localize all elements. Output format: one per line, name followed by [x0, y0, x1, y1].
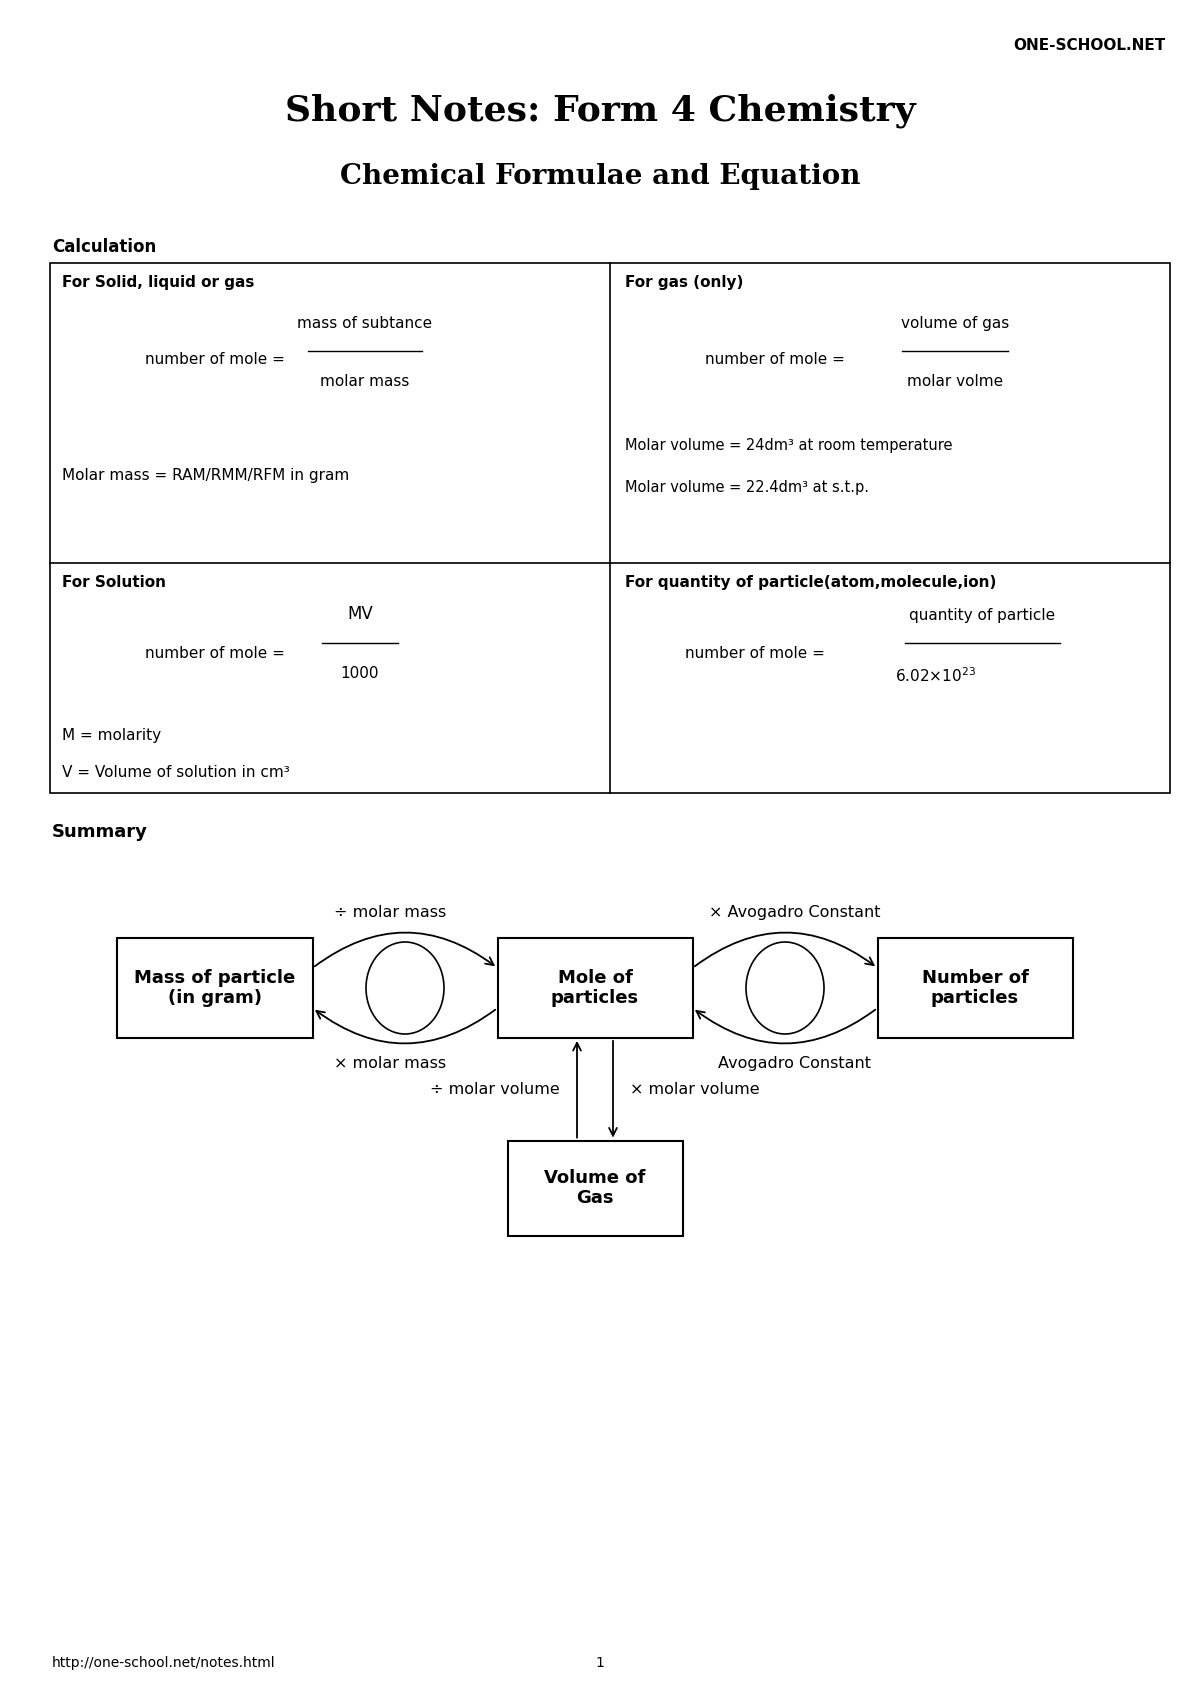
- Text: Molar mass = RAM/RMM/RFM in gram: Molar mass = RAM/RMM/RFM in gram: [62, 469, 349, 482]
- Text: Avogadro Constant: Avogadro Constant: [719, 1056, 871, 1071]
- Text: × molar volume: × molar volume: [630, 1082, 760, 1097]
- Text: MV: MV: [347, 604, 373, 623]
- Text: Number of
particles: Number of particles: [922, 968, 1028, 1007]
- Text: volume of gas: volume of gas: [901, 316, 1009, 331]
- Text: V = Volume of solution in cm³: V = Volume of solution in cm³: [62, 766, 289, 779]
- Text: 1: 1: [595, 1656, 605, 1671]
- Text: 1000: 1000: [341, 666, 379, 681]
- Text: 6.02$\times$10$^{23}$: 6.02$\times$10$^{23}$: [894, 666, 976, 684]
- Text: quantity of particle: quantity of particle: [908, 608, 1055, 623]
- Text: number of mole =: number of mole =: [706, 353, 845, 367]
- Text: mass of subtance: mass of subtance: [298, 316, 432, 331]
- Bar: [118, 937, 312, 1037]
- Text: Mass of particle
(in gram): Mass of particle (in gram): [134, 968, 295, 1007]
- Text: http://one-school.net/notes.html: http://one-school.net/notes.html: [52, 1656, 276, 1671]
- Text: Molar volume = 24dm³ at room temperature: Molar volume = 24dm³ at room temperature: [625, 438, 953, 453]
- Text: Calculation: Calculation: [52, 238, 156, 256]
- Ellipse shape: [746, 942, 824, 1034]
- Bar: [877, 937, 1073, 1037]
- Text: M = molarity: M = molarity: [62, 728, 161, 744]
- Text: number of mole =: number of mole =: [685, 645, 824, 661]
- Ellipse shape: [366, 942, 444, 1034]
- Text: Summary: Summary: [52, 824, 148, 841]
- Bar: [50, 263, 1170, 793]
- Text: ÷ molar mass: ÷ molar mass: [334, 905, 446, 920]
- Text: Chemical Formulae and Equation: Chemical Formulae and Equation: [340, 163, 860, 190]
- Text: For quantity of particle(atom,molecule,ion): For quantity of particle(atom,molecule,i…: [625, 576, 996, 589]
- Text: molar mass: molar mass: [320, 374, 409, 389]
- Bar: [498, 937, 692, 1037]
- Text: Volume of
Gas: Volume of Gas: [545, 1168, 646, 1207]
- Bar: [508, 1141, 683, 1236]
- Text: ONE-SCHOOL.NET: ONE-SCHOOL.NET: [1013, 37, 1165, 53]
- Text: For Solution: For Solution: [62, 576, 166, 589]
- Text: number of mole =: number of mole =: [145, 645, 284, 661]
- Text: For gas (only): For gas (only): [625, 275, 743, 290]
- Text: For Solid, liquid or gas: For Solid, liquid or gas: [62, 275, 254, 290]
- Text: Mole of
particles: Mole of particles: [551, 968, 640, 1007]
- Text: Molar volume = 22.4dm³ at s.t.p.: Molar volume = 22.4dm³ at s.t.p.: [625, 481, 869, 496]
- Text: Short Notes: Form 4 Chemistry: Short Notes: Form 4 Chemistry: [284, 93, 916, 127]
- Text: molar volme: molar volme: [907, 374, 1003, 389]
- Text: ÷ molar volume: ÷ molar volume: [431, 1082, 560, 1097]
- Text: number of mole =: number of mole =: [145, 353, 284, 367]
- Text: × molar mass: × molar mass: [334, 1056, 446, 1071]
- Text: × Avogadro Constant: × Avogadro Constant: [709, 905, 881, 920]
